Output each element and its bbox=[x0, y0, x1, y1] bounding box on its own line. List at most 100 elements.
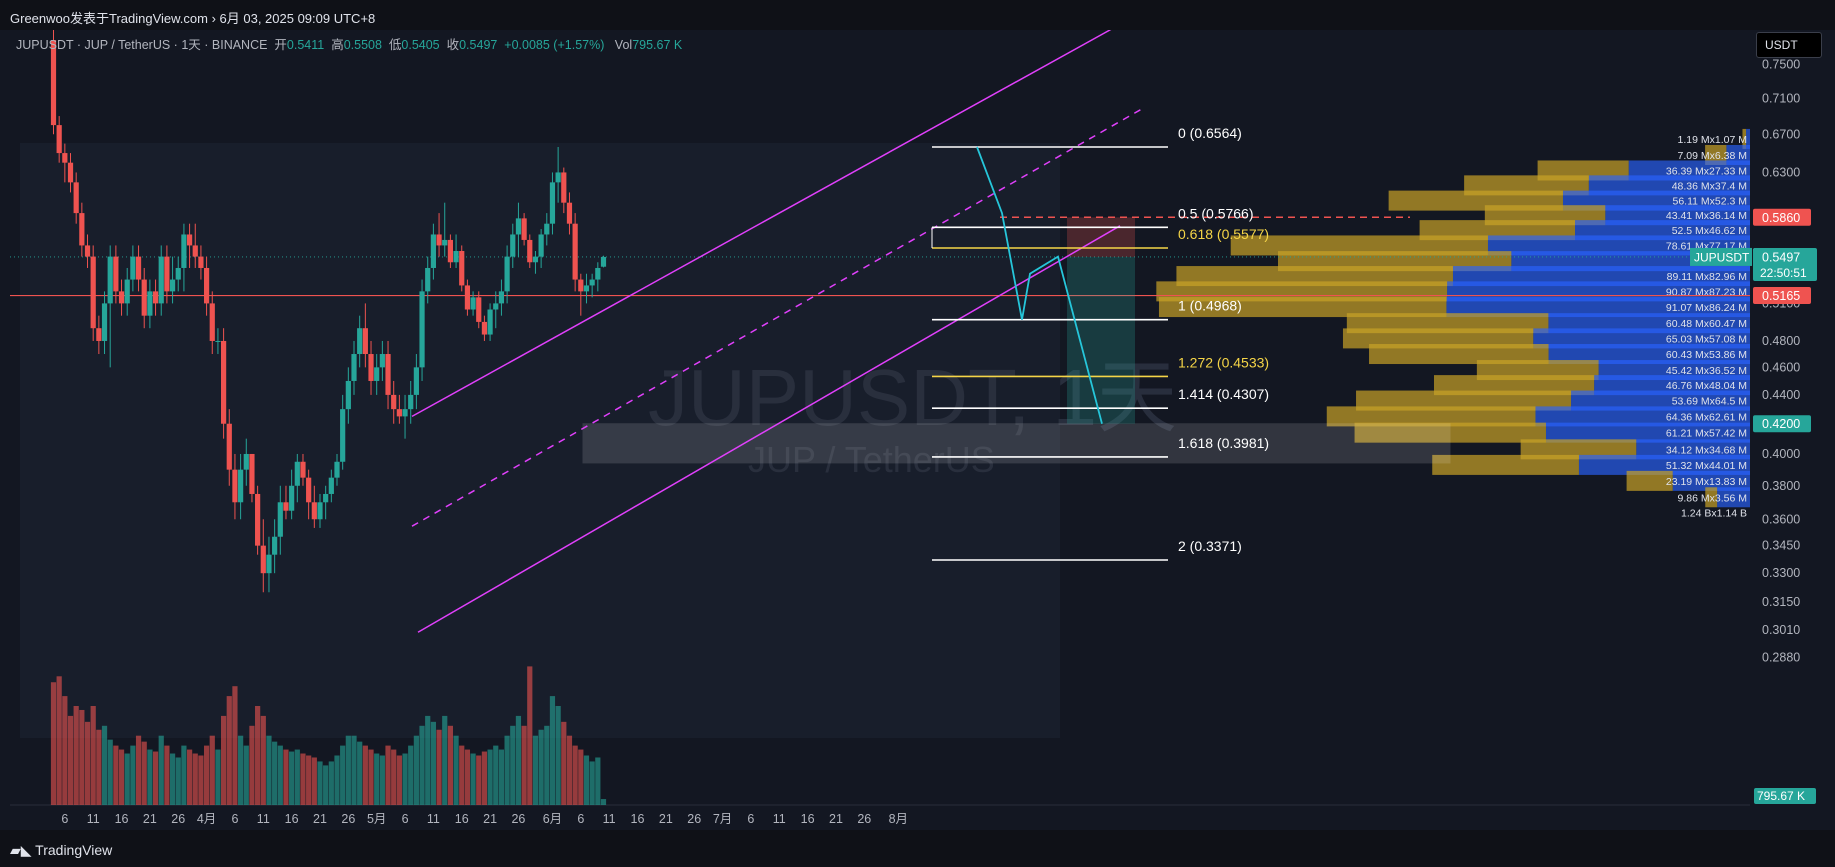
symbol-badge bbox=[1690, 247, 1752, 266]
candle-body bbox=[476, 297, 482, 322]
volume-bar bbox=[90, 706, 96, 805]
volume-bar bbox=[544, 725, 550, 805]
volume-bar bbox=[221, 715, 227, 805]
channel-upper-line bbox=[411, 23, 1121, 418]
candle-body bbox=[266, 554, 272, 574]
vp-bar-down bbox=[1434, 375, 1595, 396]
vp-label: 64.36 Mx62.61 M bbox=[1666, 411, 1747, 423]
volume-bar bbox=[215, 749, 221, 805]
candle-body bbox=[113, 256, 119, 292]
candle-body bbox=[487, 309, 493, 335]
candle-body bbox=[493, 303, 499, 310]
candle-body bbox=[402, 409, 408, 417]
vp-label: 60.48 Mx60.47 M bbox=[1666, 318, 1747, 330]
volume-bar bbox=[476, 755, 482, 805]
volume-bar bbox=[396, 755, 402, 805]
candle-body bbox=[221, 340, 227, 424]
price-badge bbox=[1753, 208, 1811, 226]
vp-label: 1.24 Bx1.14 B bbox=[1681, 507, 1747, 519]
candle-body bbox=[453, 250, 459, 263]
candle-body bbox=[311, 502, 317, 520]
price-tick-label: 0.3800 bbox=[1762, 479, 1800, 493]
volume-bar bbox=[368, 749, 374, 805]
vp-label: 9.86 Mx3.56 M bbox=[1678, 492, 1747, 504]
candle-body bbox=[192, 245, 198, 257]
volume-bar bbox=[481, 751, 488, 805]
vp-bar-up bbox=[1487, 235, 1750, 256]
vp-bar-down bbox=[1520, 439, 1637, 460]
vp-label: 56.11 Mx52.3 M bbox=[1672, 196, 1747, 208]
volume-bar bbox=[289, 751, 295, 805]
volume-bar bbox=[164, 745, 170, 805]
time-tick-label: 6 bbox=[577, 812, 584, 826]
volume-bar bbox=[79, 709, 85, 805]
time-tick-label: 11 bbox=[257, 812, 270, 826]
time-tick-label: 21 bbox=[829, 812, 843, 826]
volume-bar bbox=[198, 755, 204, 805]
candle-body bbox=[90, 256, 96, 329]
volume-bar bbox=[203, 745, 210, 805]
volume-bar bbox=[504, 735, 510, 805]
volume-bar bbox=[62, 696, 68, 805]
vp-bar-up bbox=[1533, 328, 1750, 349]
legend-symbol[interactable]: JUPUSDT · JUP / TetherUS · 1天 · BINANCE bbox=[16, 38, 268, 52]
candle-body bbox=[101, 303, 108, 341]
candle-body bbox=[498, 291, 505, 304]
volume-bar bbox=[527, 666, 533, 805]
candle-body bbox=[277, 502, 283, 537]
volume-bar bbox=[255, 706, 261, 805]
vp-bar-up bbox=[1571, 390, 1750, 411]
legend-high: 0.5508 bbox=[343, 38, 382, 52]
candle-body bbox=[436, 234, 442, 246]
time-tick-label: 21 bbox=[483, 812, 497, 826]
candle-body bbox=[572, 223, 578, 280]
vp-bar-down bbox=[1742, 128, 1747, 149]
candle-body bbox=[527, 239, 533, 263]
fib-level-label: 2 (0.3371) bbox=[1178, 538, 1242, 554]
volume-bar bbox=[294, 749, 300, 805]
time-tick-label: 26 bbox=[857, 812, 871, 826]
tv-logo-icon: ▰◣ bbox=[10, 842, 36, 858]
volume-bar bbox=[430, 721, 436, 805]
vp-label: 91.07 Mx86.24 M bbox=[1666, 302, 1747, 314]
volume-bar bbox=[357, 741, 363, 805]
legend-open-label: 开 bbox=[274, 38, 287, 52]
volume-bar bbox=[130, 745, 136, 805]
candle-body bbox=[385, 354, 391, 395]
candle-body bbox=[283, 502, 289, 511]
candle-body bbox=[368, 354, 374, 381]
candle-body bbox=[56, 125, 62, 154]
candle-body bbox=[294, 461, 300, 486]
volume-bar bbox=[328, 761, 334, 805]
vp-bar-up bbox=[1672, 470, 1750, 491]
candle-body bbox=[73, 182, 79, 214]
countdown-label: 22:50:51 bbox=[1760, 266, 1807, 280]
vp-bar-up bbox=[1746, 128, 1750, 149]
tradingview-logo[interactable]: ▰◣ TradingView bbox=[10, 842, 112, 859]
price-badge-label: 0.4200 bbox=[1762, 417, 1800, 431]
volume-bar bbox=[464, 749, 471, 805]
candle-body bbox=[447, 239, 453, 263]
candle-body bbox=[67, 162, 74, 183]
candle-body bbox=[152, 291, 159, 304]
legend-low: 0.5405 bbox=[401, 38, 440, 52]
vp-bar-down bbox=[1354, 422, 1546, 443]
currency-button[interactable]: USDT bbox=[1756, 32, 1822, 58]
fib-level-label: 0.5 (0.5766) bbox=[1178, 205, 1254, 221]
vp-bar-up bbox=[1575, 220, 1750, 241]
volume-bar bbox=[67, 715, 74, 805]
candle-body bbox=[334, 461, 340, 478]
candle-body bbox=[464, 285, 471, 310]
vp-bar-down bbox=[1626, 470, 1673, 491]
candle-body bbox=[198, 256, 204, 268]
candle-body bbox=[510, 234, 516, 257]
legend-open: 0.5411 bbox=[286, 38, 325, 52]
header-title: Greenwoo发表于TradingView.com › 6月 03, 2025… bbox=[10, 11, 376, 26]
volume-bar bbox=[379, 755, 385, 805]
time-tick-label: 6月 bbox=[543, 812, 562, 826]
candle-body bbox=[158, 256, 164, 304]
vp-label: 43.41 Mx36.14 M bbox=[1666, 210, 1747, 222]
vp-label: 53.69 Mx64.5 M bbox=[1672, 396, 1747, 408]
volume-bar bbox=[493, 745, 499, 805]
